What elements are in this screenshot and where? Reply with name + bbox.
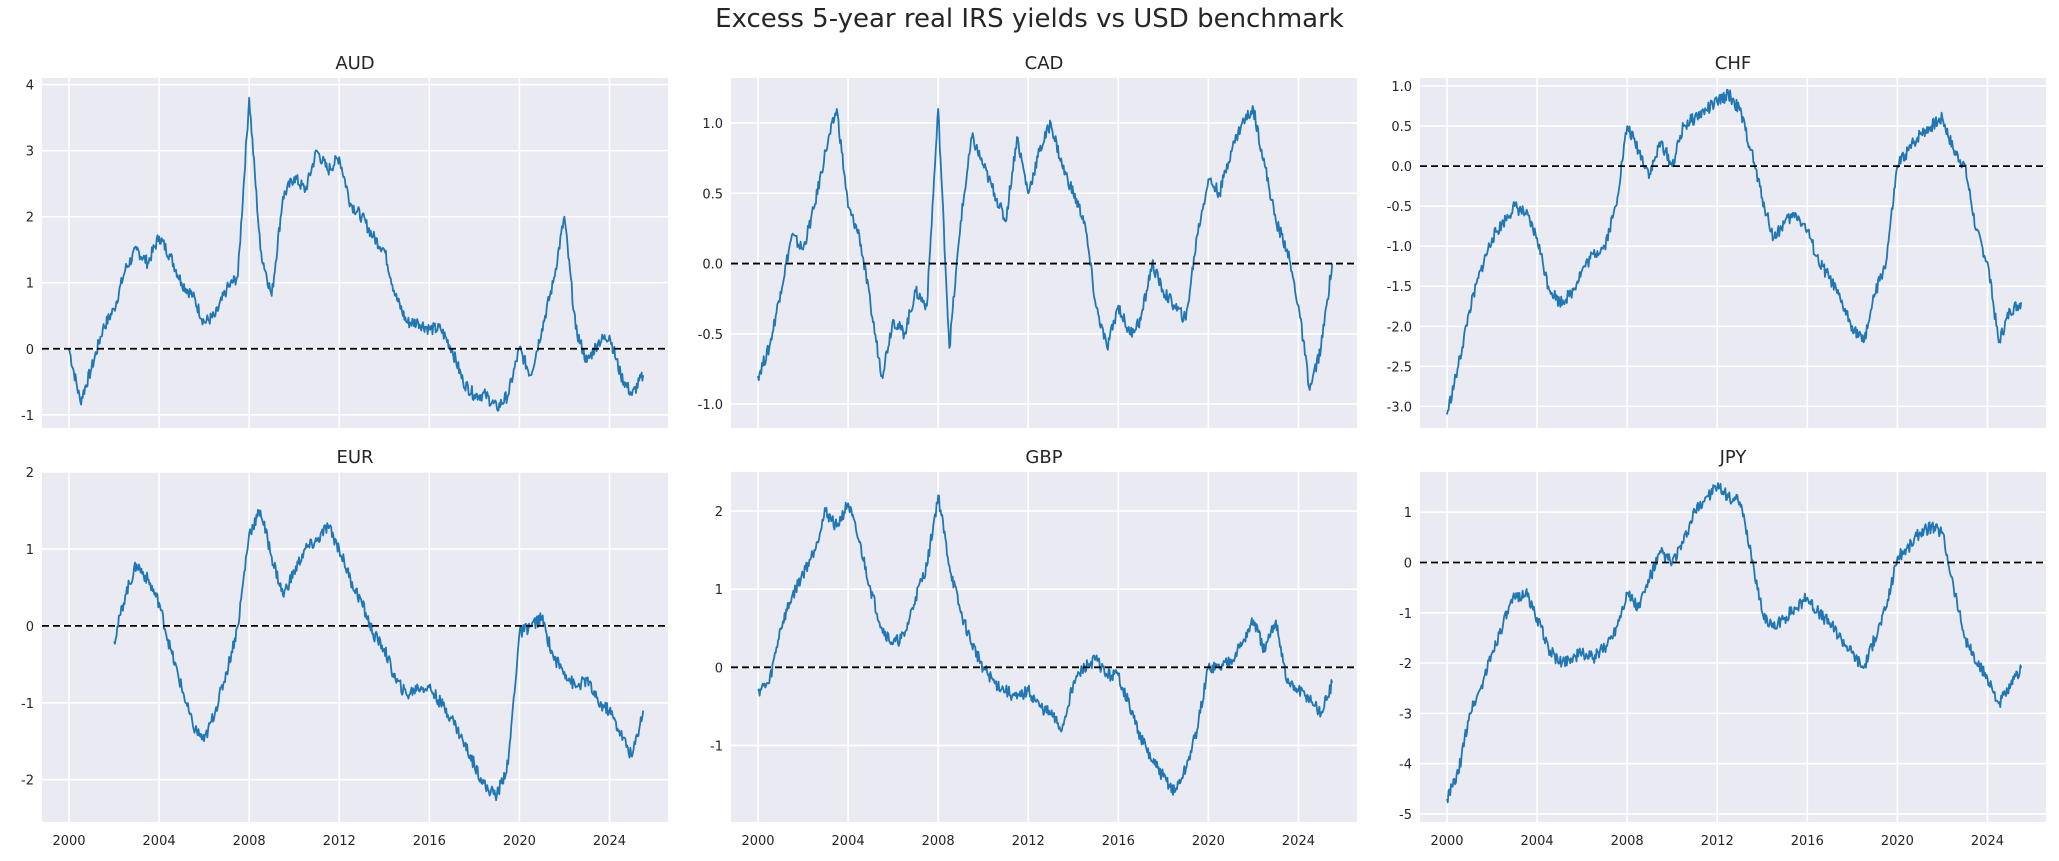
plot-area bbox=[42, 78, 668, 428]
plot-area bbox=[731, 472, 1357, 822]
series-line-cad bbox=[757, 105, 1334, 391]
panel-title: EUR bbox=[336, 447, 373, 468]
x-tick-label: 2008 bbox=[922, 834, 955, 849]
y-tick-label: -4 bbox=[1399, 758, 1412, 773]
y-tick-label: -5 bbox=[1399, 808, 1412, 823]
chart-panel-jpy: -5 -4 -3 -2 -1 0 1 2000 2004 2008 2012 2016 2020 2024… bbox=[1399, 447, 2046, 849]
y-tick-label: -0.5 bbox=[1387, 200, 1412, 215]
y-tick-label: -2.5 bbox=[1387, 360, 1412, 375]
chart-panel-aud: -1 0 1 2 3 4 AUD bbox=[21, 53, 668, 428]
series-line-eur bbox=[113, 509, 645, 801]
x-tick-label: 2000 bbox=[741, 834, 774, 849]
y-tick-label: -1 bbox=[21, 697, 34, 712]
x-tick-label: 2000 bbox=[1430, 834, 1463, 849]
panel-title: CAD bbox=[1025, 53, 1064, 74]
x-tick-label: 2024 bbox=[1971, 834, 2004, 849]
plot-area bbox=[731, 78, 1357, 428]
x-tick-label: 2012 bbox=[1701, 834, 1734, 849]
x-tick-label: 2016 bbox=[1791, 834, 1824, 849]
y-tick-label: -3.0 bbox=[1387, 400, 1412, 415]
y-tick-label: 0.5 bbox=[1391, 120, 1412, 135]
y-tick-label: -2.0 bbox=[1387, 320, 1412, 335]
series-line-aud bbox=[68, 96, 645, 412]
chart-panel-eur: -2 -1 0 1 2 2000 2004 2008 2012 2016 2020 2024 EUR bbox=[21, 447, 668, 849]
x-tick-label: 2000 bbox=[52, 834, 85, 849]
y-tick-label: 1 bbox=[26, 277, 34, 292]
y-tick-label: -2 bbox=[21, 774, 34, 789]
chart-panel-cad: -1.0 -0.5 0.0 0.5 1.0 CAD bbox=[698, 53, 1357, 428]
y-tick-label: -2 bbox=[1399, 657, 1412, 672]
y-tick-label: 0 bbox=[715, 661, 723, 676]
series-line-jpy bbox=[1446, 482, 2023, 804]
x-tick-label: 2024 bbox=[1282, 834, 1315, 849]
y-tick-label: 1.0 bbox=[702, 117, 723, 132]
x-tick-label: 2020 bbox=[503, 834, 536, 849]
plot-area bbox=[1420, 472, 2046, 822]
y-tick-label: 0.0 bbox=[1391, 160, 1412, 175]
plot-area bbox=[42, 472, 668, 822]
y-tick-label: 2 bbox=[715, 505, 723, 520]
panel-title: AUD bbox=[335, 53, 374, 74]
y-tick-label: 3 bbox=[26, 145, 34, 160]
x-tick-label: 2020 bbox=[1881, 834, 1914, 849]
y-tick-label: -1.0 bbox=[698, 398, 723, 413]
y-tick-label: 0 bbox=[26, 343, 34, 358]
panel-title: CHF bbox=[1715, 53, 1751, 74]
x-tick-label: 2012 bbox=[323, 834, 356, 849]
chart-panel-chf: -3.0 -2.5 -2.0 -1.5 -1.0 -0.5 0.0 0.5 1.0 CHF bbox=[1387, 53, 2046, 428]
y-tick-label: -3 bbox=[1399, 707, 1412, 722]
x-tick-label: 2008 bbox=[1611, 834, 1644, 849]
y-tick-label: 1 bbox=[1404, 506, 1412, 521]
y-tick-label: 2 bbox=[26, 466, 34, 481]
panel-title: GBP bbox=[1025, 447, 1062, 468]
y-tick-label: 0 bbox=[26, 620, 34, 635]
y-tick-label: 4 bbox=[26, 79, 34, 94]
y-tick-label: -1 bbox=[21, 409, 34, 424]
x-tick-label: 2024 bbox=[593, 834, 626, 849]
y-tick-label: 0.0 bbox=[702, 258, 723, 273]
figure-title: Excess 5-year real IRS yields vs USD ben… bbox=[715, 4, 1344, 34]
y-tick-label: -1.5 bbox=[1387, 280, 1412, 295]
y-tick-label: 1.0 bbox=[1391, 80, 1412, 95]
x-tick-label: 2004 bbox=[143, 834, 176, 849]
x-tick-label: 2008 bbox=[233, 834, 266, 849]
y-tick-label: 2 bbox=[26, 211, 34, 226]
series-line-gbp bbox=[757, 494, 1334, 796]
y-tick-label: -0.5 bbox=[698, 328, 723, 343]
series-line-chf bbox=[1446, 88, 2023, 415]
y-tick-label: 0.5 bbox=[702, 187, 723, 202]
y-tick-label: 1 bbox=[715, 583, 723, 598]
x-tick-label: 2020 bbox=[1192, 834, 1225, 849]
y-tick-label: 0 bbox=[1404, 557, 1412, 572]
panel-title: JPY bbox=[1719, 447, 1748, 468]
chart-panel-gbp: -1 0 1 2 2000 2004 2008 2012 2016 2020 2024 GBP bbox=[710, 447, 1357, 849]
x-tick-label: 2016 bbox=[1102, 834, 1135, 849]
x-tick-label: 2016 bbox=[413, 834, 446, 849]
x-tick-label: 2004 bbox=[1521, 834, 1554, 849]
y-tick-label: -1 bbox=[1399, 607, 1412, 622]
y-tick-label: -1 bbox=[710, 739, 723, 754]
y-tick-label: 1 bbox=[26, 543, 34, 558]
x-tick-label: 2012 bbox=[1012, 834, 1045, 849]
plot-area bbox=[1420, 78, 2046, 428]
y-tick-label: -1.0 bbox=[1387, 240, 1412, 255]
x-tick-label: 2004 bbox=[832, 834, 865, 849]
